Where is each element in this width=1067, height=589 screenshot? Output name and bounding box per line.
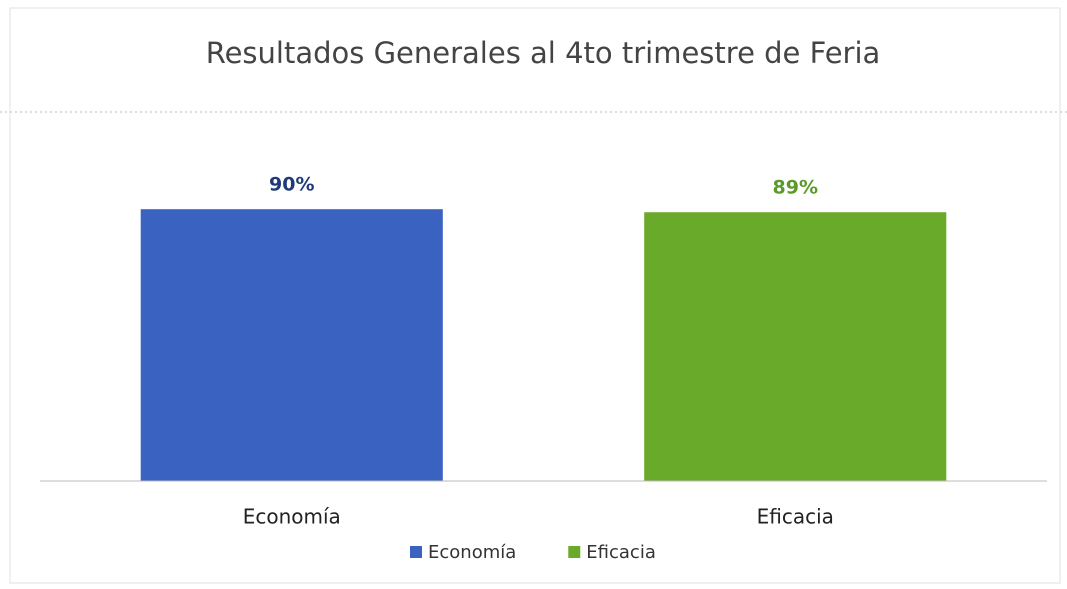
legend-swatch: [568, 546, 581, 558]
chart-title: Resultados Generales al 4to trimestre de…: [206, 36, 881, 70]
value-label: 90%: [269, 174, 314, 196]
bar: [140, 209, 443, 481]
legend-swatch: [410, 546, 422, 558]
bar: [644, 212, 947, 481]
legend-label: Eficacia: [586, 542, 656, 563]
value-label: 89%: [773, 177, 818, 199]
x-tick-label: Eficacia: [757, 505, 834, 529]
legend-label: Economía: [428, 542, 516, 563]
x-tick-label: Economía: [243, 505, 341, 529]
